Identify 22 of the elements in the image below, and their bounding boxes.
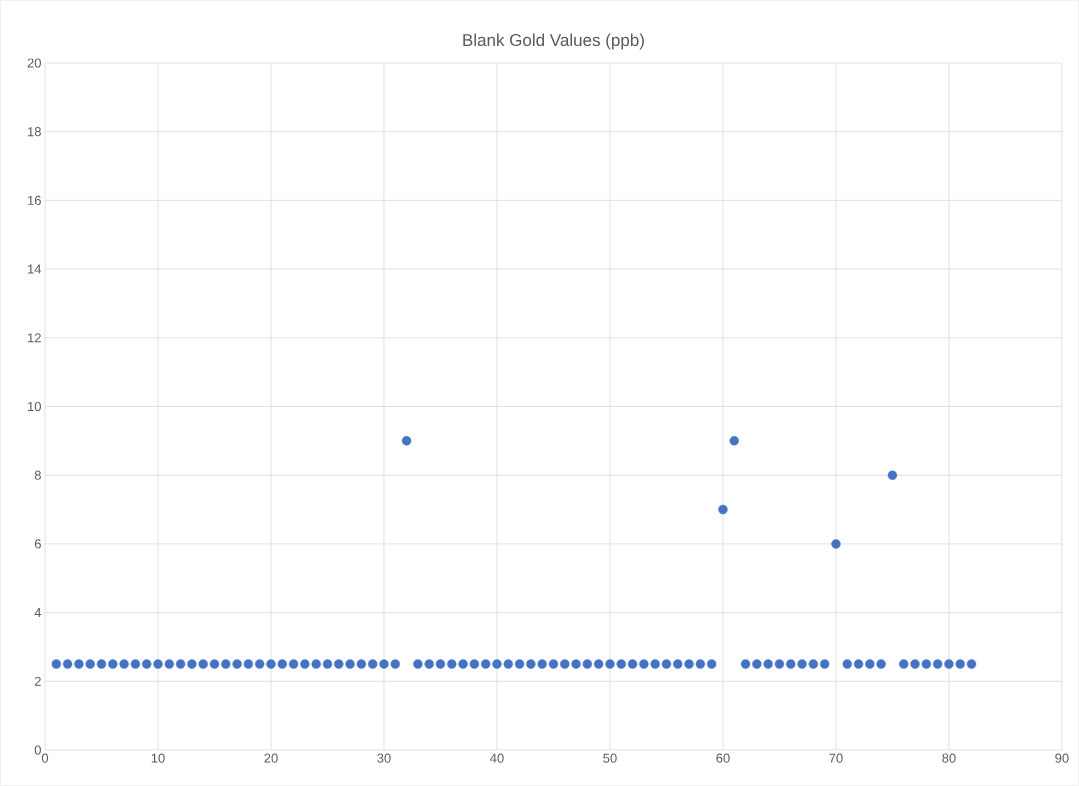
chart-title: Blank Gold Values (ppb) xyxy=(463,33,644,50)
y-tick-label: 16 xyxy=(28,195,41,205)
x-tick-label: 30 xyxy=(377,753,391,763)
y-tick-label: 18 xyxy=(28,127,41,137)
x-tick-label: 80 xyxy=(942,753,956,763)
y-tick-label: 20 xyxy=(27,58,41,68)
x-tick-label: 10 xyxy=(151,753,165,763)
x-tick-label: 40 xyxy=(490,753,504,763)
y-tick-label: 2 xyxy=(34,676,41,686)
y-tick-label: 14 xyxy=(28,264,42,274)
y-tick-label: 8 xyxy=(34,470,41,480)
y-tick-label: 12 xyxy=(28,333,41,343)
y-tick-label: 0 xyxy=(34,745,41,755)
x-tick-label: 90 xyxy=(1055,753,1069,763)
y-tick-label: 4 xyxy=(34,608,42,618)
x-tick-label: 20 xyxy=(264,753,278,763)
x-tick-label: 0 xyxy=(41,753,49,763)
x-tick-label: 70 xyxy=(829,753,843,763)
y-tick-label: 10 xyxy=(28,401,41,412)
x-tick-label: 60 xyxy=(716,753,730,763)
x-tick-label: 50 xyxy=(603,753,617,763)
y-tick-label: 6 xyxy=(34,539,41,549)
